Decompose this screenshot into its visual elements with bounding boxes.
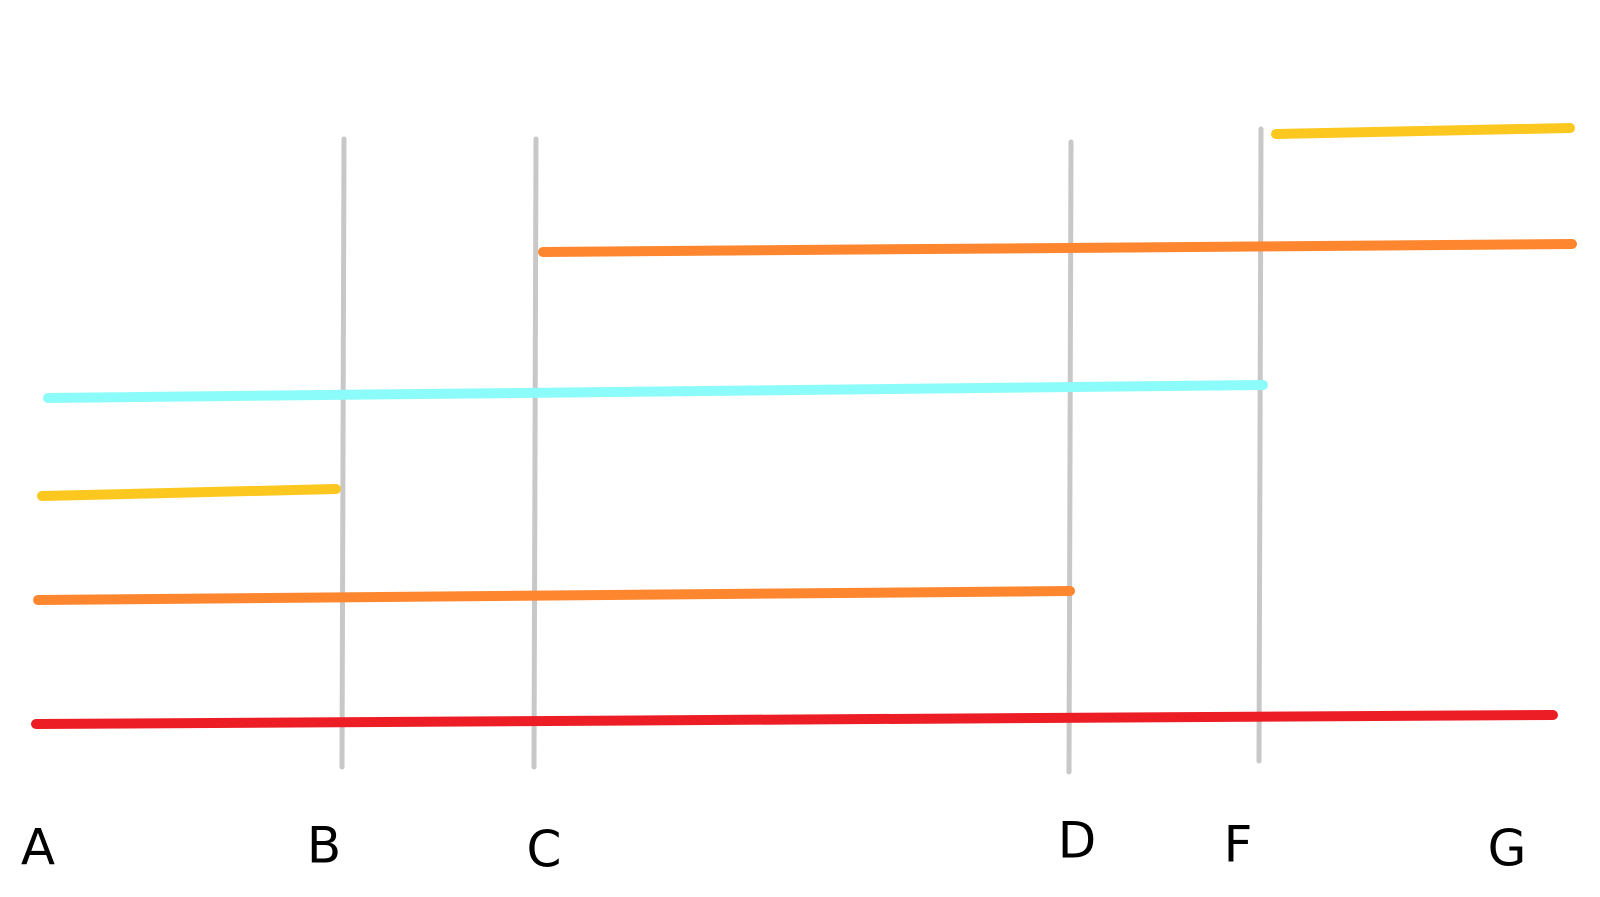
segment-orange-top <box>538 239 1577 257</box>
label: A <box>21 819 55 877</box>
segment-red <box>31 710 1558 729</box>
divider-d <box>1066 139 1074 775</box>
segment-orange-bottom <box>33 586 1075 605</box>
divider-b <box>339 136 347 770</box>
label: B <box>307 817 341 875</box>
segment-yellow-bottom <box>37 484 341 501</box>
divider-f <box>1256 126 1264 764</box>
label: F <box>1224 816 1253 874</box>
label: G <box>1488 820 1527 878</box>
label: D <box>1058 812 1097 870</box>
segment-cyan <box>43 380 1268 403</box>
segment-yellow-top <box>1271 123 1575 139</box>
label: C <box>527 821 562 879</box>
divider-c <box>531 136 539 770</box>
